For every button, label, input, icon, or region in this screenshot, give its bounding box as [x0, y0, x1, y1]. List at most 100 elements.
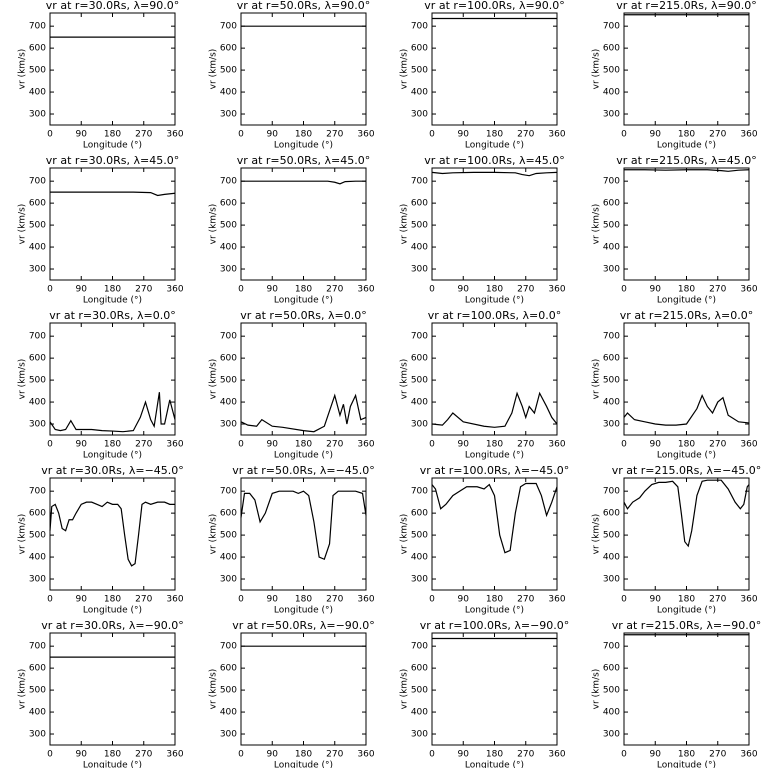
y-tick-label: 500 — [603, 221, 620, 231]
x-tick-label: 360 — [740, 285, 757, 295]
y-tick-label: 500 — [220, 686, 237, 696]
y-tick-label: 700 — [29, 177, 46, 187]
y-tick-label: 600 — [29, 509, 46, 519]
y-tick-label: 600 — [29, 199, 46, 209]
x-tick-label: 0 — [429, 285, 435, 295]
y-tick-label: 400 — [220, 243, 237, 253]
y-tick-label: 600 — [220, 354, 237, 364]
plot-frame — [623, 322, 750, 436]
y-axis-label: vr (km/s) — [209, 359, 219, 400]
y-tick-label: 600 — [220, 509, 237, 519]
x-tick-label: 360 — [166, 285, 183, 295]
x-tick-label: 270 — [709, 130, 726, 140]
x-axis-label: Longitude (°) — [83, 761, 142, 768]
y-tick-label: 400 — [411, 243, 428, 253]
x-tick-label: 360 — [166, 750, 183, 760]
x-tick-label: 270 — [326, 130, 343, 140]
y-tick-label: 400 — [411, 88, 428, 98]
x-tick-label: 90 — [650, 750, 662, 760]
x-tick-label: 0 — [621, 440, 627, 450]
y-tick-label: 400 — [220, 398, 237, 408]
x-tick-label: 90 — [267, 285, 279, 295]
chart-title: vr at r=215.0Rs, λ=90.0° — [616, 0, 756, 12]
y-tick-label: 700 — [411, 642, 428, 652]
data-line — [623, 393, 750, 426]
x-tick-label: 270 — [326, 440, 343, 450]
y-tick-label: 300 — [220, 575, 237, 585]
y-tick-label: 500 — [29, 376, 46, 386]
chart-title: vr at r=50.0Rs, λ=45.0° — [237, 154, 370, 167]
y-tick-label: 300 — [29, 730, 46, 740]
x-tick-label: 90 — [458, 285, 470, 295]
y-axis-label: vr (km/s) — [18, 669, 28, 710]
plot-frame — [49, 322, 176, 436]
chart-title: vr at r=50.0Rs, λ=0.0° — [240, 309, 366, 322]
plot-frame — [49, 12, 176, 126]
y-tick-label: 400 — [29, 243, 46, 253]
y-tick-label: 400 — [603, 398, 620, 408]
y-tick-label: 700 — [603, 332, 620, 342]
y-tick-label: 400 — [603, 553, 620, 563]
y-tick-label: 400 — [603, 243, 620, 253]
x-tick-label: 270 — [517, 285, 534, 295]
chart-title: vr at r=30.0Rs, λ=−90.0° — [41, 619, 184, 632]
plot-frame — [623, 477, 750, 591]
x-tick-label: 360 — [548, 750, 565, 760]
x-tick-label: 0 — [238, 285, 244, 295]
plot-frame — [240, 632, 367, 746]
x-axis-label: Longitude (°) — [465, 451, 524, 461]
y-tick-label: 600 — [411, 354, 428, 364]
data-line — [50, 191, 176, 197]
y-tick-label: 500 — [411, 686, 428, 696]
y-tick-label: 400 — [411, 398, 428, 408]
y-tick-label: 400 — [603, 708, 620, 718]
chart-title: vr at r=215.0Rs, λ=0.0° — [620, 309, 753, 322]
x-tick-label: 90 — [267, 595, 279, 605]
x-axis-label: Longitude (°) — [465, 296, 524, 306]
x-tick-label: 90 — [76, 285, 88, 295]
y-axis-label: vr (km/s) — [400, 669, 410, 710]
y-tick-label: 300 — [29, 265, 46, 275]
x-tick-label: 180 — [295, 595, 312, 605]
x-tick-label: 0 — [238, 750, 244, 760]
data-line — [431, 171, 558, 177]
data-line — [240, 393, 367, 433]
x-tick-label: 180 — [678, 440, 695, 450]
chart-title: vr at r=30.0Rs, λ=90.0° — [46, 0, 179, 12]
x-axis-label: Longitude (°) — [274, 606, 333, 616]
x-tick-label: 270 — [709, 595, 726, 605]
plot-frame — [240, 167, 367, 281]
y-tick-label: 600 — [603, 509, 620, 519]
y-tick-label: 600 — [411, 664, 428, 674]
plot-frame — [240, 477, 367, 591]
x-tick-label: 270 — [135, 750, 152, 760]
chart-title: vr at r=30.0Rs, λ=0.0° — [49, 309, 175, 322]
x-axis-label: Longitude (°) — [274, 761, 333, 768]
x-tick-label: 180 — [486, 595, 503, 605]
plot-frame — [240, 12, 367, 126]
x-tick-label: 90 — [267, 750, 279, 760]
y-tick-label: 400 — [411, 708, 428, 718]
chart-title: vr at r=100.0Rs, λ=−45.0° — [420, 464, 570, 477]
x-tick-label: 180 — [678, 595, 695, 605]
y-tick-label: 700 — [411, 22, 428, 32]
y-tick-label: 700 — [29, 487, 46, 497]
y-tick-label: 500 — [411, 221, 428, 231]
y-tick-label: 700 — [603, 22, 620, 32]
x-tick-label: 180 — [104, 595, 121, 605]
x-tick-label: 0 — [621, 285, 627, 295]
x-axis-label: Longitude (°) — [83, 296, 142, 306]
y-tick-label: 400 — [220, 88, 237, 98]
x-tick-label: 90 — [650, 130, 662, 140]
x-tick-label: 360 — [357, 750, 374, 760]
y-axis-label: vr (km/s) — [209, 669, 219, 710]
y-tick-label: 500 — [220, 221, 237, 231]
x-tick-label: 360 — [548, 595, 565, 605]
x-axis-label: Longitude (°) — [465, 761, 524, 768]
chart-title: vr at r=215.0Rs, λ=45.0° — [616, 154, 756, 167]
x-tick-label: 180 — [104, 750, 121, 760]
x-tick-label: 180 — [104, 440, 121, 450]
y-axis-label: vr (km/s) — [400, 204, 410, 245]
y-tick-label: 700 — [603, 487, 620, 497]
